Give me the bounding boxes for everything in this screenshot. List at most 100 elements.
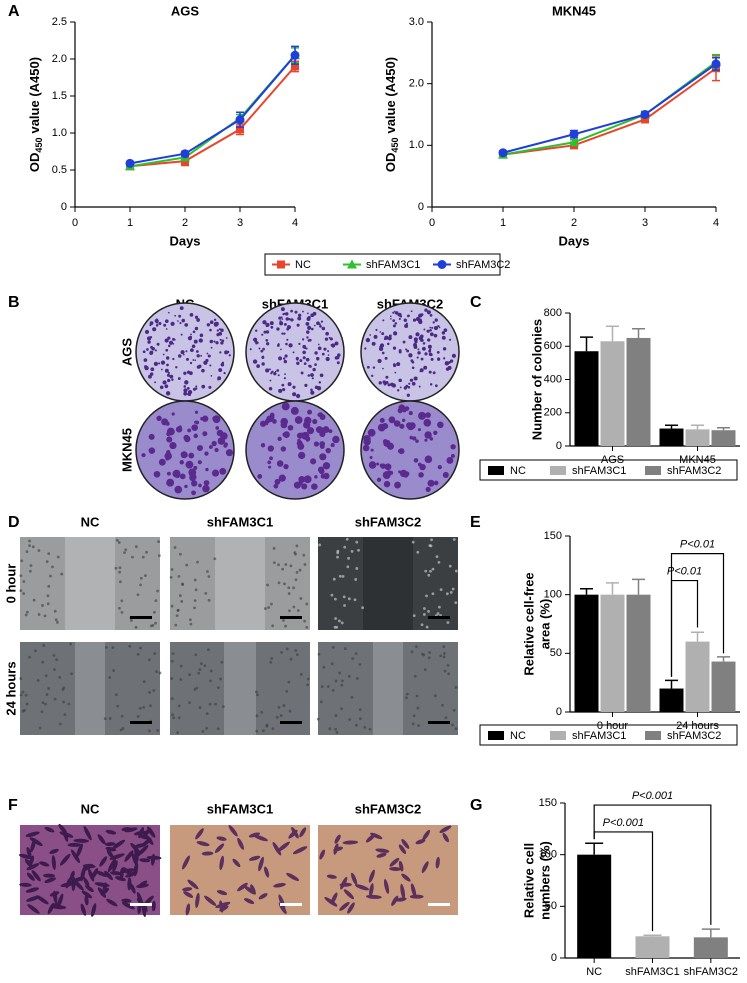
y-axis-label: Relative cell-free xyxy=(521,572,536,675)
colony xyxy=(147,340,151,344)
colony xyxy=(318,381,322,384)
colony xyxy=(218,368,223,372)
cell xyxy=(413,674,417,678)
y-tick-label: 1.0 xyxy=(409,139,424,151)
colony xyxy=(422,342,426,345)
cell xyxy=(317,652,321,656)
cell xyxy=(104,646,108,649)
column-label: shFAM3C1 xyxy=(207,514,273,529)
cell xyxy=(280,650,283,654)
colony xyxy=(393,420,401,427)
cell xyxy=(294,649,298,652)
cell xyxy=(59,853,71,866)
colony xyxy=(217,437,226,445)
colony xyxy=(398,350,402,354)
cell xyxy=(121,727,125,730)
colony xyxy=(312,367,316,372)
cell xyxy=(141,555,145,559)
marker xyxy=(180,149,190,159)
cell xyxy=(28,539,31,543)
cell xyxy=(70,849,81,864)
marker xyxy=(498,148,508,158)
cell xyxy=(139,583,143,587)
error-bar xyxy=(632,578,645,595)
cell xyxy=(341,574,345,578)
colony xyxy=(283,332,286,335)
colony xyxy=(262,347,265,351)
cell xyxy=(181,855,190,870)
colony xyxy=(381,351,385,355)
colony xyxy=(155,324,159,327)
colony xyxy=(425,486,431,493)
colony xyxy=(265,342,270,346)
bar xyxy=(685,641,710,712)
colony xyxy=(417,351,421,355)
y-tick-label: 2.5 xyxy=(52,16,67,28)
colony xyxy=(156,342,160,346)
colony xyxy=(370,448,374,452)
colony xyxy=(382,439,388,444)
cell xyxy=(292,586,295,590)
colony xyxy=(255,329,258,332)
cell xyxy=(19,882,32,887)
colony xyxy=(285,317,289,321)
y-tick-label: 2.0 xyxy=(52,53,67,65)
cell xyxy=(326,874,337,879)
line xyxy=(502,67,717,156)
colony xyxy=(276,369,280,372)
cell xyxy=(342,840,359,845)
colony xyxy=(387,383,391,387)
colony xyxy=(278,388,283,393)
cell xyxy=(423,668,427,672)
cell xyxy=(398,844,407,855)
cell xyxy=(176,731,180,735)
colony xyxy=(184,484,188,489)
cell xyxy=(187,879,199,890)
colony xyxy=(392,311,395,314)
bar xyxy=(659,428,684,446)
cell xyxy=(454,686,458,689)
cell xyxy=(22,580,26,583)
colony xyxy=(450,453,455,458)
cell xyxy=(152,689,156,692)
cell xyxy=(47,584,51,588)
colony xyxy=(378,381,382,385)
colony xyxy=(281,402,290,411)
cell xyxy=(291,826,299,839)
cell xyxy=(335,731,339,734)
cell xyxy=(207,598,211,602)
cell xyxy=(34,649,37,653)
colony xyxy=(175,366,178,369)
colony xyxy=(384,356,388,360)
colony xyxy=(202,431,208,437)
colony xyxy=(194,326,199,331)
cell xyxy=(292,846,308,855)
colony xyxy=(398,317,401,321)
cell xyxy=(336,555,339,559)
wound-gap xyxy=(215,537,265,630)
x-tick-label: shFAM3C2 xyxy=(684,966,738,978)
colony xyxy=(306,427,315,435)
cell xyxy=(281,567,285,571)
colony xyxy=(406,349,410,353)
colony xyxy=(404,324,409,329)
colony xyxy=(392,324,396,328)
colony xyxy=(278,474,286,482)
colony xyxy=(415,316,421,322)
colony xyxy=(189,474,196,482)
error-bar xyxy=(580,336,593,352)
cell xyxy=(264,866,270,878)
cell xyxy=(423,607,426,610)
bar xyxy=(693,937,728,958)
dish xyxy=(135,400,235,500)
cell xyxy=(306,677,310,681)
cell xyxy=(435,555,439,559)
cell xyxy=(354,652,358,656)
cell xyxy=(409,894,424,899)
cell xyxy=(31,870,41,882)
cell xyxy=(350,549,354,553)
cell xyxy=(422,613,426,616)
colony xyxy=(363,437,371,446)
colony xyxy=(387,342,390,346)
colony xyxy=(301,483,308,490)
